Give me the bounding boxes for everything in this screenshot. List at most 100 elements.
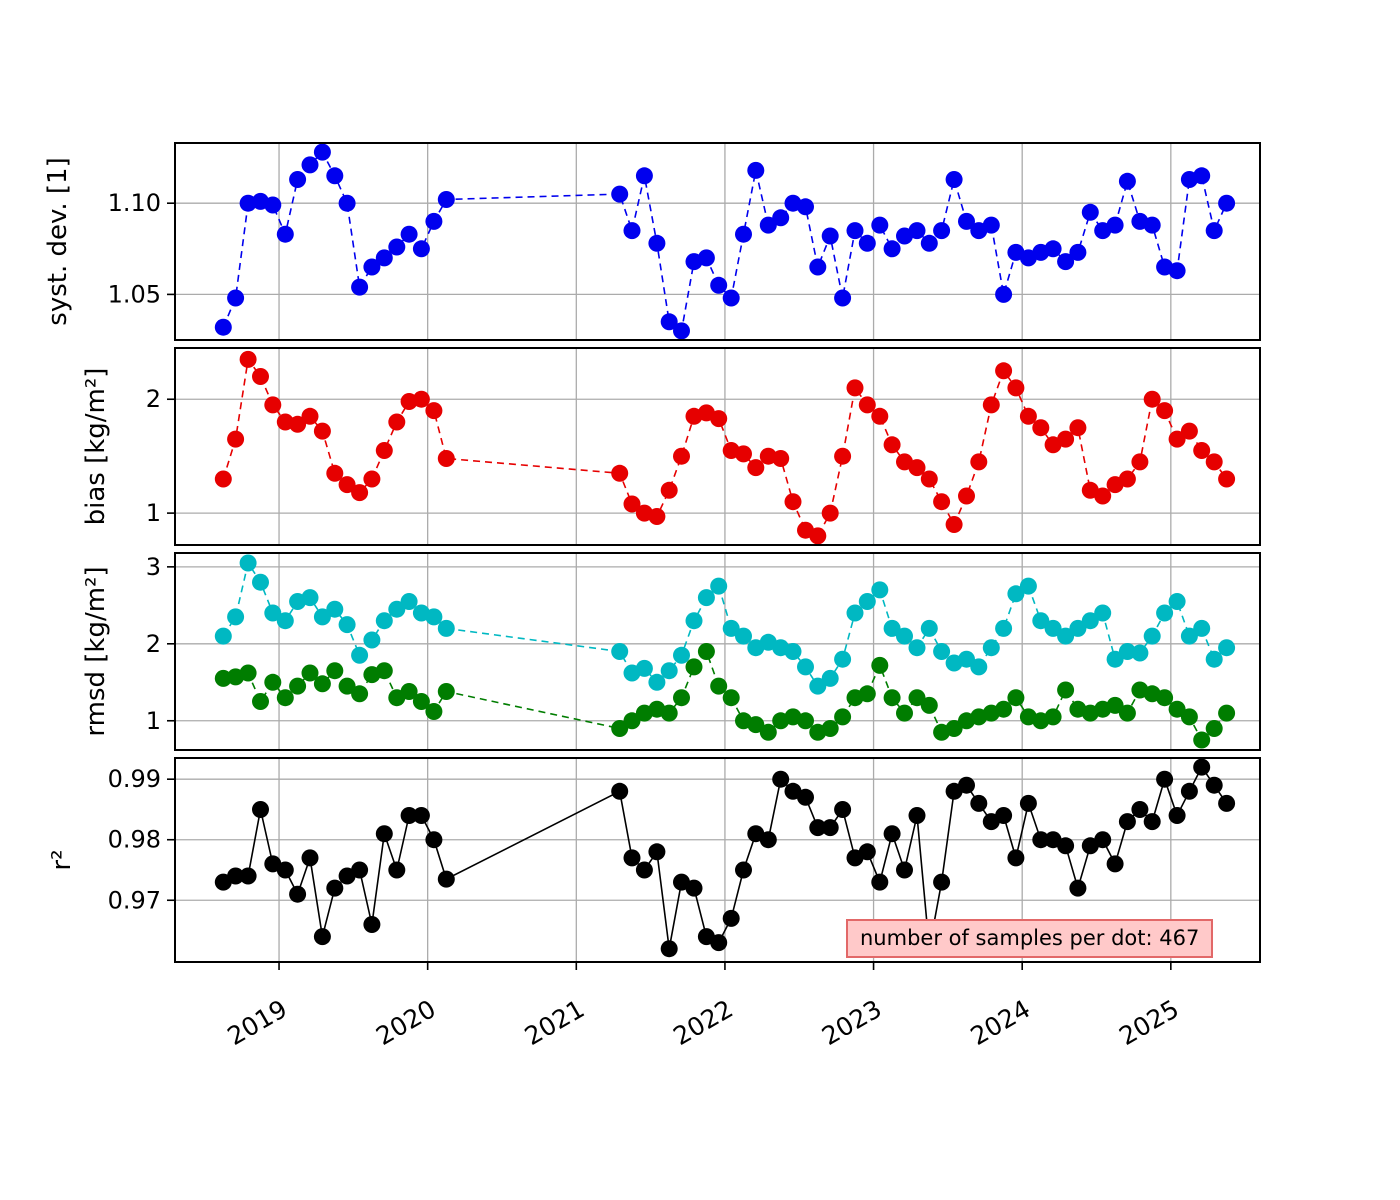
data-point-syst-dev: [821, 227, 839, 245]
data-point-syst-dev: [1168, 262, 1186, 280]
data-point-syst-dev: [611, 185, 629, 203]
data-point-bias: [1057, 430, 1075, 448]
data-point-syst-dev: [1081, 203, 1099, 221]
data-point-bias: [660, 481, 678, 499]
data-point-r2: [239, 867, 257, 885]
data-point-r2: [809, 819, 827, 837]
data-point-rmsd-cyan: [958, 650, 975, 668]
data-point-rmsd-cyan: [1131, 644, 1149, 662]
data-point-syst-dev: [264, 196, 282, 214]
data-point-bias: [772, 450, 790, 467]
panel-bias: 1 2 bias [kg/m²]: [81, 347, 1261, 546]
data-point-bias: [326, 464, 344, 482]
data-point-rmsd-cyan: [1019, 577, 1037, 595]
data-point-rmsd-cyan: [611, 643, 629, 660]
data-point-syst-dev: [945, 171, 963, 188]
data-point-rmsd-cyan: [1156, 604, 1174, 622]
data-point-rmsd-cyan: [375, 612, 393, 630]
data-point-syst-dev: [437, 191, 455, 208]
data-point-bias: [784, 493, 802, 511]
data-point-bias: [846, 379, 864, 397]
data-point-bias: [1094, 487, 1112, 505]
data-point-rmsd-green: [1193, 731, 1211, 749]
data-point-rmsd-cyan: [660, 662, 678, 680]
panel-rmsd: 1 2 3 rmsd [kg/m²]: [81, 552, 1261, 751]
data-point-syst-dev: [1044, 240, 1062, 258]
data-point-bias: [834, 447, 852, 465]
data-point-rmsd-cyan: [1218, 639, 1236, 657]
data-point-bias: [945, 516, 963, 533]
data-point-r2: [660, 940, 678, 958]
data-point-rmsd-cyan: [1032, 612, 1050, 630]
data-point-r2: [834, 801, 852, 818]
data-point-rmsd-cyan: [846, 604, 864, 622]
data-point-rmsd-cyan: [920, 619, 938, 637]
data-point-rmsd-cyan: [363, 631, 381, 649]
data-point-syst-dev: [363, 258, 381, 276]
data-point-bias: [252, 368, 269, 385]
data-point-r2: [685, 879, 703, 897]
data-point-bias: [375, 442, 393, 459]
y-tick-label: 1.05: [108, 280, 161, 308]
data-point-syst-dev: [227, 289, 245, 307]
data-point-syst-dev: [995, 285, 1013, 303]
data-point-rmsd-green: [252, 693, 269, 710]
data-point-rmsd-cyan: [1057, 627, 1075, 645]
data-point-rmsd-green: [945, 720, 963, 737]
data-point-rmsd-cyan: [648, 673, 666, 691]
data-point-r2: [623, 849, 641, 867]
data-point-r2: [896, 861, 913, 879]
data-point-rmsd-green: [264, 673, 282, 691]
y-tick-label: 3: [146, 553, 161, 581]
data-point-rmsd-green: [375, 662, 393, 680]
data-point-rmsd-cyan: [326, 600, 344, 618]
data-point-bias: [933, 493, 951, 511]
data-point-bias: [1131, 453, 1149, 471]
data-point-rmsd-green: [1218, 704, 1236, 722]
data-point-syst-dev: [809, 258, 827, 276]
data-point-r2: [883, 825, 901, 843]
data-point-bias: [1205, 453, 1223, 471]
data-point-rmsd-cyan: [338, 616, 356, 634]
data-point-r2: [1032, 831, 1050, 849]
data-point-rmsd-green: [400, 683, 418, 700]
data-point-bias: [995, 362, 1013, 380]
data-point-rmsd-cyan: [722, 619, 740, 637]
y-tick-label: 1: [146, 707, 161, 735]
data-point-rmsd-cyan: [1094, 604, 1112, 622]
data-point-rmsd-cyan: [388, 600, 406, 618]
data-point-bias: [227, 430, 245, 448]
samples-annotation: number of samples per dot: 467: [846, 919, 1214, 959]
data-point-rmsd-cyan: [933, 643, 951, 660]
data-point-r2: [412, 807, 430, 824]
data-point-r2: [995, 807, 1013, 824]
data-point-syst-dev: [908, 222, 926, 240]
data-point-bias: [735, 445, 752, 463]
data-point-r2: [437, 870, 455, 888]
data-point-syst-dev: [326, 167, 344, 185]
data-point-r2: [313, 928, 331, 946]
data-point-rmsd-cyan: [673, 646, 690, 664]
data-point-syst-dev: [933, 222, 951, 240]
data-point-syst-dev: [797, 198, 814, 216]
y-tick-label: 1: [146, 499, 161, 527]
data-point-syst-dev: [1218, 194, 1236, 212]
data-point-r2: [908, 807, 926, 824]
data-point-syst-dev: [722, 289, 740, 307]
panel-border: [174, 552, 1261, 751]
data-point-rmsd-cyan: [834, 650, 852, 668]
y-axis-label-r2: r²: [47, 849, 77, 870]
data-point-rmsd-green: [611, 720, 629, 737]
panel-border: [174, 347, 1261, 546]
data-point-r2: [635, 861, 653, 879]
data-point-bias: [1019, 407, 1037, 425]
data-point-rmsd-green: [883, 689, 901, 707]
data-point-syst-dev: [214, 318, 232, 336]
data-point-bias: [1032, 419, 1050, 437]
data-point-r2: [252, 801, 269, 818]
data-point-syst-dev: [635, 167, 653, 185]
data-point-syst-dev: [313, 143, 331, 161]
data-point-r2: [1180, 782, 1198, 800]
data-point-bias: [437, 450, 455, 467]
data-point-bias: [883, 436, 901, 454]
